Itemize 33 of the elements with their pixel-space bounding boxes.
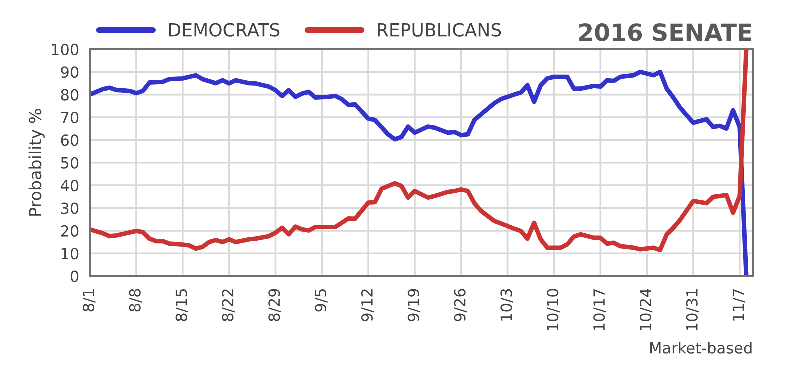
line-series: [90, 49, 749, 252]
x-tick-label: 10/10: [547, 289, 560, 330]
y-tick-label: 100: [52, 44, 79, 56]
y-tick-label: 0: [70, 270, 79, 282]
legend-label: DEMOCRATS: [169, 23, 280, 37]
y-axis-title: Probability %: [28, 109, 45, 216]
x-tick-label: 11/7: [732, 289, 746, 321]
x-tick-label: 9/12: [361, 290, 374, 322]
x-tick-label: 8/22: [222, 290, 235, 322]
y-tick-label: 40: [60, 180, 79, 192]
y-tick-label: 50: [61, 157, 79, 169]
x-tick-label: 10/17: [594, 289, 606, 330]
y-tick-label: 30: [61, 202, 79, 214]
chart-title: 2016 SENATE: [580, 24, 752, 42]
y-tick-label: 10: [62, 248, 79, 260]
y-tick-label: 90: [61, 66, 79, 78]
x-tick-label: 8/15: [176, 289, 189, 322]
y-tick-label: 20: [61, 225, 79, 237]
x-tick-label: 9/19: [408, 289, 421, 322]
line-series: [90, 70, 749, 276]
x-tick-label: 10/31: [686, 290, 700, 330]
x-tick-label: 9/5: [315, 289, 328, 312]
x-tick-label: 10/3: [500, 289, 514, 321]
x-tick-label: 10/24: [640, 288, 653, 330]
legend-label: REPUBLICANS: [378, 23, 502, 37]
x-tick-label: 9/26: [454, 289, 468, 322]
y-tick-label: 60: [61, 134, 79, 146]
x-tick-label: 8/29: [268, 289, 282, 322]
x-tick-label: 8/8: [129, 289, 142, 312]
text: Market-based: [650, 342, 752, 354]
y-tick-label: 80: [61, 89, 79, 101]
x-tick-label: 8/1: [82, 290, 96, 312]
y-tick-label: 70: [61, 112, 79, 124]
